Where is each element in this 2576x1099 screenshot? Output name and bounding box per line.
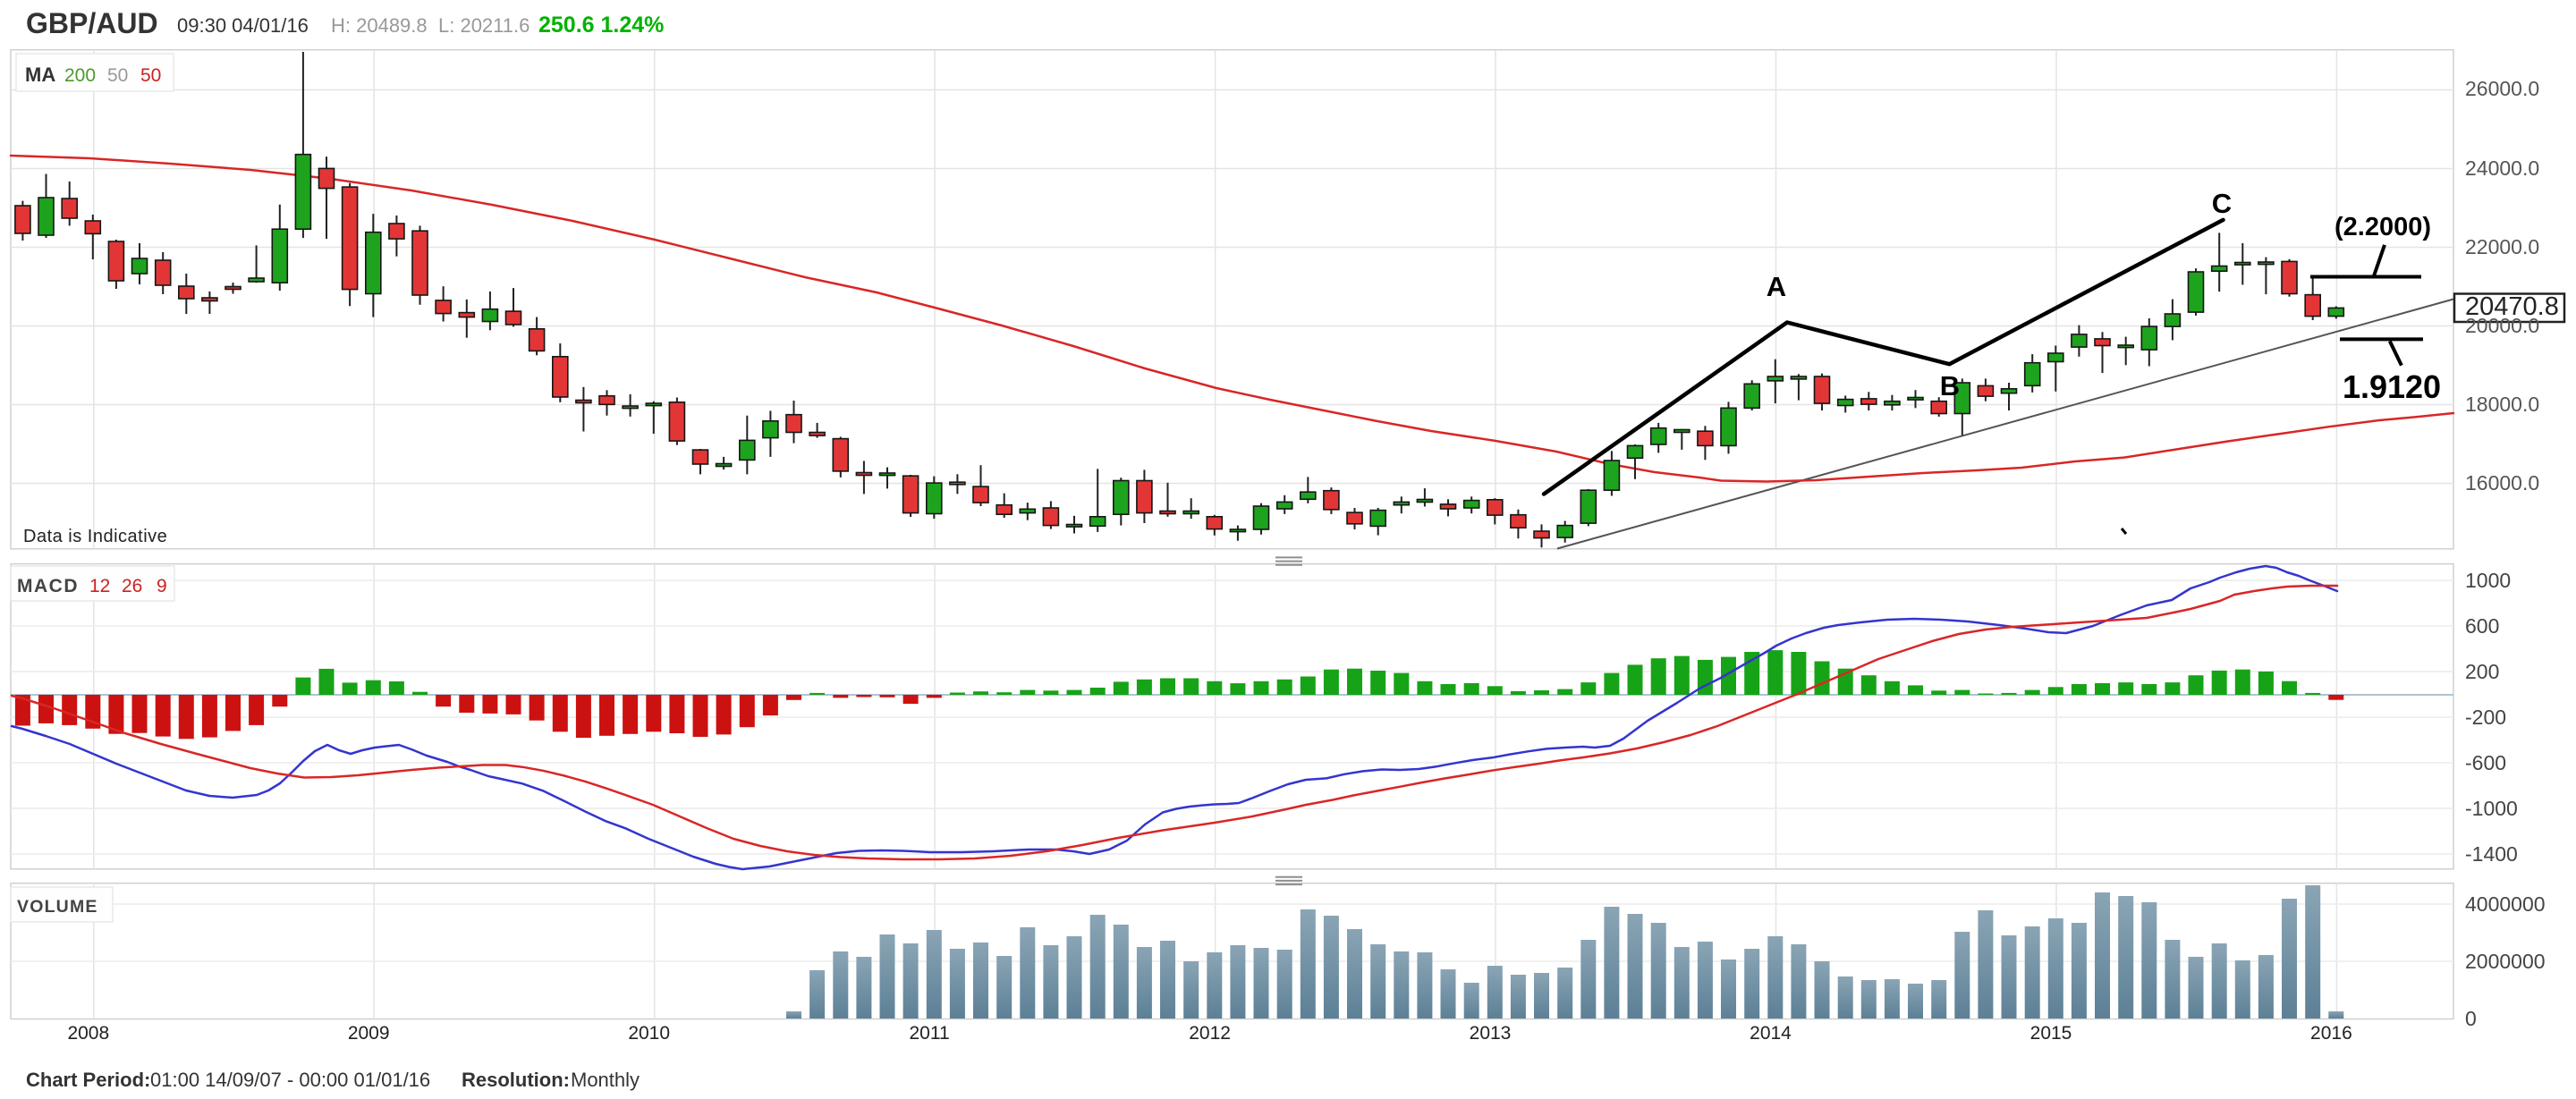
- svg-text:2016: 2016: [2310, 1023, 2352, 1044]
- svg-text:(2.2000): (2.2000): [2334, 213, 2431, 241]
- svg-text:-1400: -1400: [2465, 842, 2518, 866]
- svg-text:0: 0: [2465, 1007, 2477, 1030]
- svg-text:2011: 2011: [910, 1023, 950, 1044]
- svg-text:2010: 2010: [628, 1023, 670, 1044]
- svg-text:4000000: 4000000: [2465, 892, 2546, 916]
- svg-text:Chart Period:: Chart Period:: [26, 1069, 150, 1091]
- svg-text:200: 200: [64, 65, 96, 86]
- svg-text:-200: -200: [2465, 706, 2506, 729]
- svg-text:-600: -600: [2465, 751, 2506, 774]
- svg-text:2013: 2013: [1470, 1023, 1512, 1044]
- svg-text:2000000: 2000000: [2465, 950, 2546, 973]
- svg-text:C: C: [2212, 188, 2232, 219]
- svg-text:01:00 14/09/07 - 00:00 01/01/1: 01:00 14/09/07 - 00:00 01/01/16: [150, 1069, 430, 1091]
- svg-text:H: 20489.8: H: 20489.8: [331, 14, 428, 37]
- svg-text:VOLUME: VOLUME: [17, 897, 98, 917]
- svg-text:50: 50: [140, 65, 161, 86]
- svg-text:2015: 2015: [2030, 1023, 2072, 1044]
- svg-text:20000.0: 20000.0: [2465, 314, 2539, 337]
- svg-text:2014: 2014: [1750, 1023, 1792, 1044]
- svg-text:2009: 2009: [348, 1023, 390, 1044]
- svg-text:22000.0: 22000.0: [2465, 235, 2539, 258]
- svg-text:09:30 04/01/16: 09:30 04/01/16: [177, 14, 309, 37]
- svg-text:1.9120: 1.9120: [2343, 368, 2441, 405]
- svg-text:18000.0: 18000.0: [2465, 393, 2539, 416]
- svg-text:1000: 1000: [2465, 569, 2511, 592]
- svg-text:2012: 2012: [1189, 1023, 1231, 1044]
- svg-text:600: 600: [2465, 614, 2499, 638]
- svg-text:24000.0: 24000.0: [2465, 156, 2539, 180]
- svg-text:MACD: MACD: [17, 576, 79, 596]
- svg-text:9: 9: [157, 576, 167, 596]
- svg-text:Resolution:: Resolution:: [462, 1069, 570, 1091]
- svg-text:26000.0: 26000.0: [2465, 77, 2539, 100]
- svg-text:Data is Indicative: Data is Indicative: [23, 527, 167, 546]
- svg-text:L: 20211.6: L: 20211.6: [438, 14, 530, 37]
- svg-text:16000.0: 16000.0: [2465, 471, 2539, 495]
- svg-text:MA: MA: [25, 63, 55, 86]
- svg-text:200: 200: [2465, 660, 2499, 683]
- svg-text:26: 26: [122, 576, 142, 596]
- svg-text:250.6 1.24%: 250.6 1.24%: [538, 13, 664, 38]
- svg-text:2008: 2008: [67, 1023, 109, 1044]
- svg-text:12: 12: [89, 576, 110, 596]
- svg-text:A: A: [1767, 271, 1786, 302]
- svg-text:-1000: -1000: [2465, 797, 2518, 820]
- svg-text:Monthly: Monthly: [571, 1069, 640, 1091]
- svg-text:50: 50: [107, 65, 128, 86]
- svg-text:GBP/AUD: GBP/AUD: [26, 7, 158, 39]
- svg-text:20470.8: 20470.8: [2465, 292, 2559, 321]
- svg-text:B: B: [1940, 370, 1960, 402]
